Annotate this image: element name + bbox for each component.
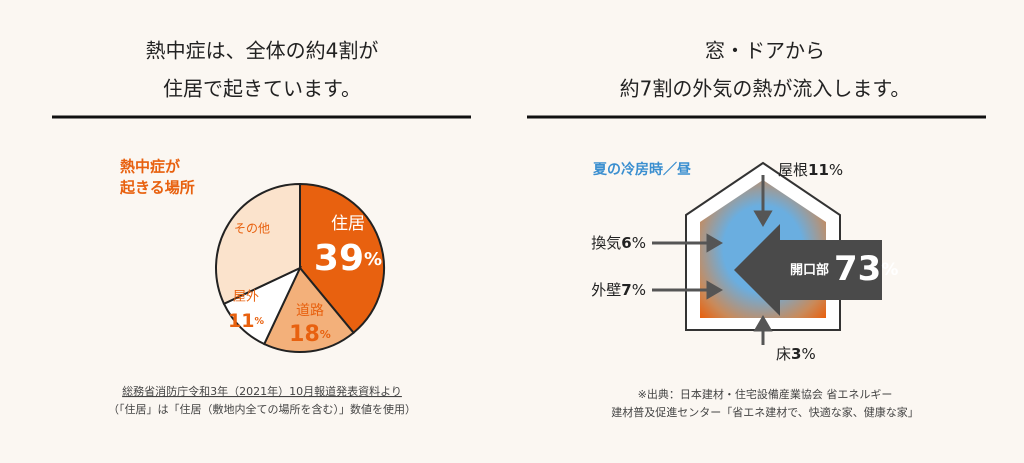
slice-value: 18%: [289, 322, 331, 347]
source: 建材普及促進センター「省エネ建材で、快適な家、健康な家」: [611, 405, 919, 419]
arrow-head: [706, 280, 723, 300]
flow-value: 73: [834, 249, 881, 289]
flow-label: 開口部 73%: [790, 249, 898, 289]
arrow-head: [706, 233, 723, 253]
flow-name: 開口部: [790, 262, 829, 278]
value-unit: %: [254, 316, 264, 327]
right-header: 窓・ドアから: [705, 39, 825, 63]
pie-title: 熱中症が: [120, 158, 181, 176]
caption: 夏の冷房時／昼: [593, 161, 691, 178]
flow-label: 床3%: [776, 345, 816, 363]
value-number: 11: [228, 310, 254, 332]
source: 総務省消防庁令和3年（2021年）10月報道発表資料より: [122, 384, 402, 398]
flow-value: 7: [621, 281, 631, 299]
slice-label: その他: [234, 222, 270, 236]
slice-value: 39%: [314, 238, 382, 279]
pie-slice: [262, 266, 355, 353]
flow-label: 外壁7%: [591, 281, 646, 299]
flow-name: 換気: [591, 234, 621, 252]
flow-value: 6: [621, 234, 631, 252]
flow-label: 換気6%: [591, 234, 646, 252]
right-header: 約7割の外気の熱が流入します。: [620, 77, 911, 101]
arrows: [652, 175, 773, 345]
left-header: 熱中症は、全体の約4割が: [146, 39, 379, 63]
flow-name: 外壁: [591, 281, 621, 299]
flow-value: 11: [808, 161, 829, 179]
big-arrow: [734, 224, 882, 316]
pie-slice: [299, 182, 385, 335]
flow-unit: %: [632, 234, 646, 252]
flow-label: 屋根11%: [778, 161, 843, 179]
slice-label: 住居: [331, 214, 365, 234]
flow-unit: %: [801, 345, 815, 363]
value-number: 39: [314, 238, 364, 279]
value-unit: %: [320, 328, 331, 341]
value-number: 18: [289, 322, 320, 347]
flow-unit: %: [829, 161, 843, 179]
arrow-head: [753, 210, 773, 227]
left-header: 住居で起きています。: [163, 77, 361, 101]
flow-unit: %: [881, 260, 898, 280]
flow-unit: %: [632, 281, 646, 299]
source: ※出典：日本建材・住宅設備産業協会 省エネルギー: [638, 387, 893, 401]
flow-name: 床: [776, 345, 791, 363]
slice-label: 屋外: [233, 290, 259, 305]
pie-title: 起きる場所: [119, 179, 195, 197]
source: （「住居」は「住居（敷地内全ての場所を含む）」数値を使用）: [108, 402, 416, 416]
slice-value: 11%: [228, 310, 264, 332]
flow-value: 3: [791, 345, 801, 363]
pie-slice: [215, 182, 301, 306]
slice-label: 道路: [296, 303, 324, 319]
value-unit: %: [364, 249, 382, 270]
arrow-head: [753, 315, 773, 332]
flow-name: 屋根: [778, 161, 808, 179]
